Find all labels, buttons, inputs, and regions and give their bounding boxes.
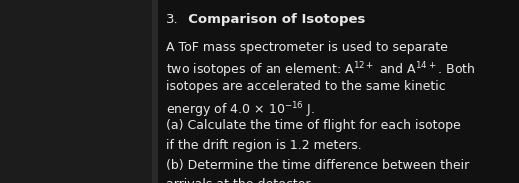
Text: A ToF mass spectrometer is used to separate: A ToF mass spectrometer is used to separ… [166, 41, 448, 54]
Text: arrivals at the detector.: arrivals at the detector. [166, 178, 313, 183]
Text: isotopes are accelerated to the same kinetic: isotopes are accelerated to the same kin… [166, 80, 446, 93]
Text: energy of 4.0 $\times$ $10^{-16}$ J.: energy of 4.0 $\times$ $10^{-16}$ J. [166, 100, 315, 119]
Text: (b) Determine the time difference between their: (b) Determine the time difference betwee… [166, 159, 469, 172]
Text: if the drift region is 1.2 meters.: if the drift region is 1.2 meters. [166, 139, 362, 152]
Text: two isotopes of an element: $\mathregular{A}^{12+}$ and $\mathregular{A}^{14+}$.: two isotopes of an element: $\mathregula… [166, 61, 475, 80]
Text: Comparison of Isotopes: Comparison of Isotopes [179, 13, 365, 26]
Text: (a) Calculate the time of flight for each isotope: (a) Calculate the time of flight for eac… [166, 119, 461, 132]
Text: 3.: 3. [166, 13, 179, 26]
